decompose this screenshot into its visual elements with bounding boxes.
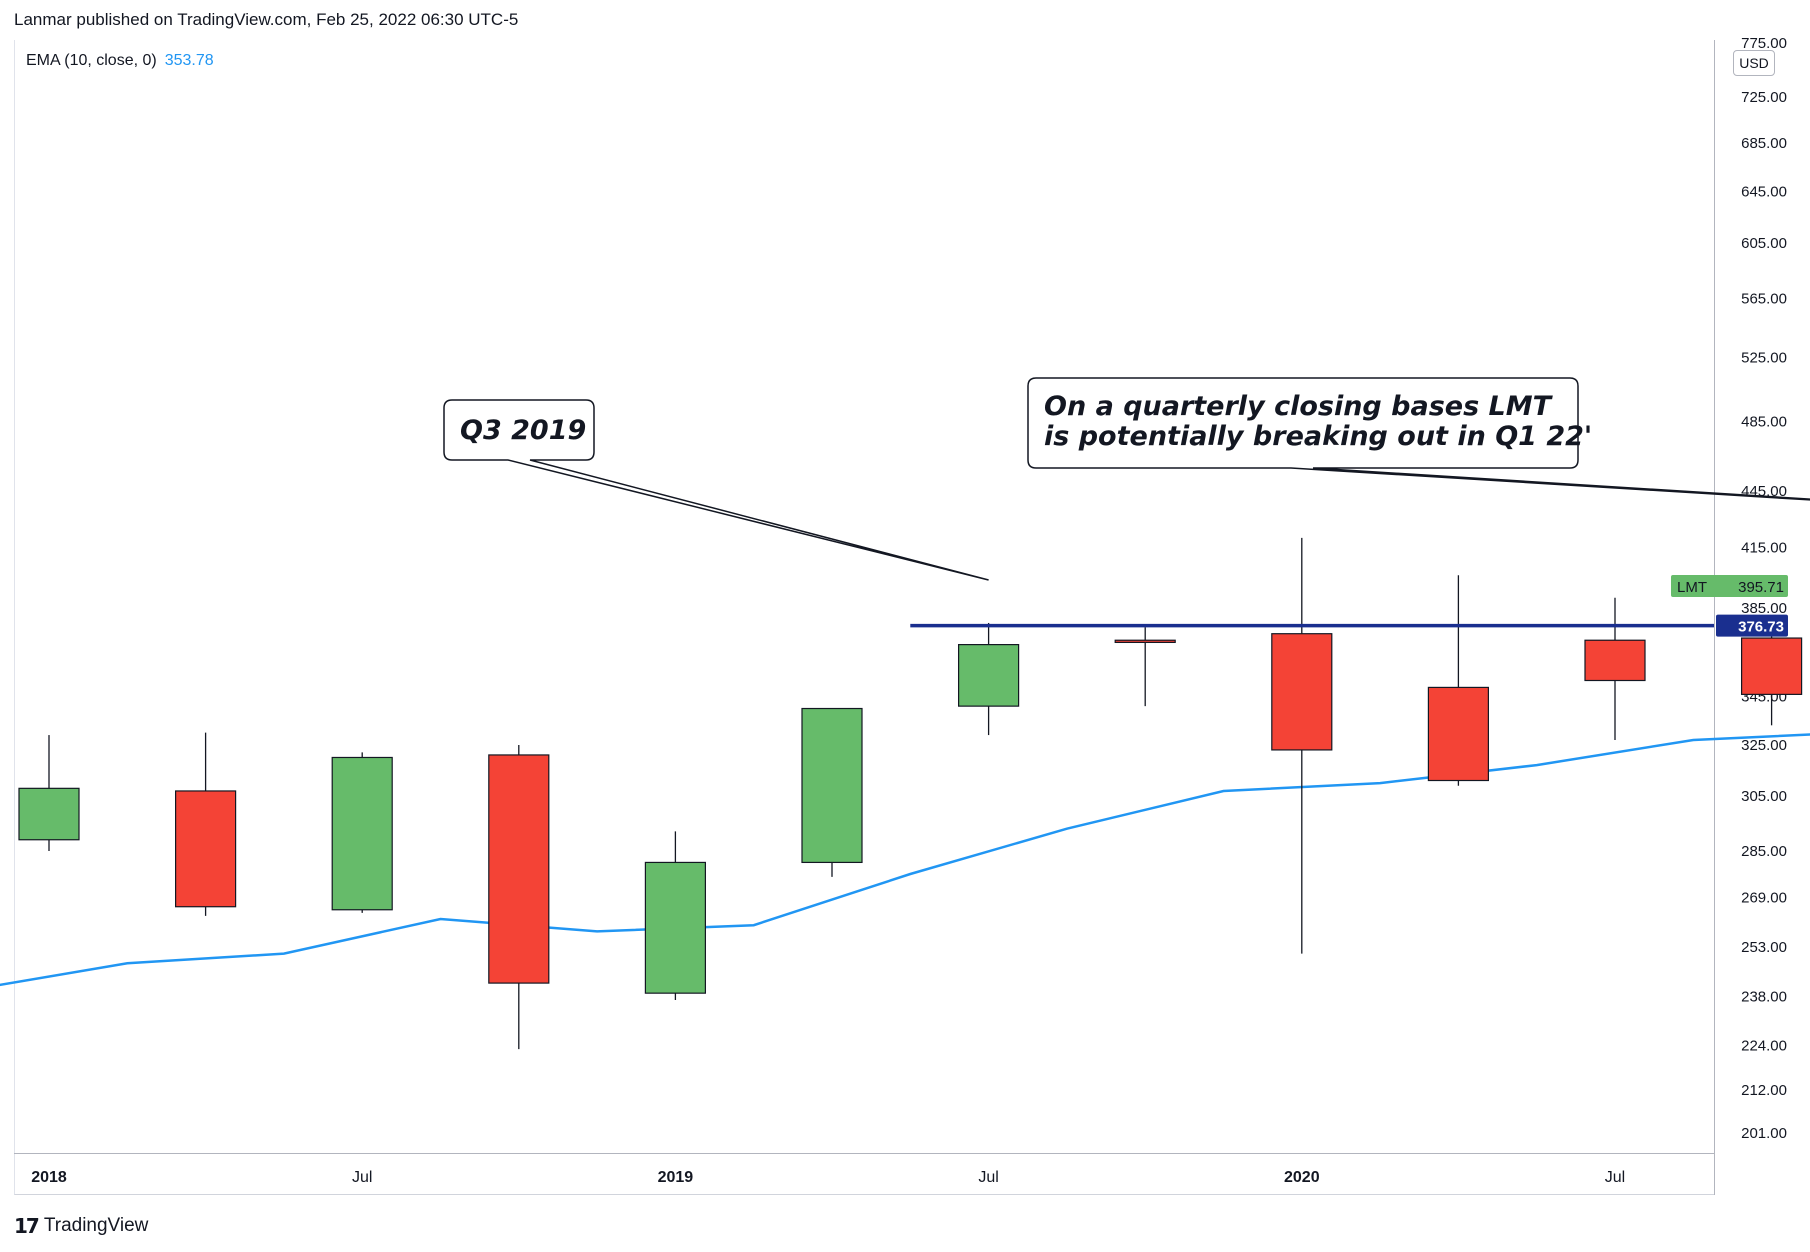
price-tick-label: 415.00 — [1741, 540, 1787, 557]
level-price-tag — [1716, 614, 1788, 637]
price-tick-label: 385.00 — [1741, 600, 1787, 617]
candle-up — [331, 756, 393, 911]
candle-up — [957, 644, 1020, 707]
time-tick-label: 2018 — [31, 1169, 67, 1186]
candle-down — [1584, 639, 1646, 682]
candle-down — [1271, 633, 1333, 751]
price-tick-label: 485.00 — [1741, 414, 1787, 431]
candle-up — [644, 861, 707, 994]
price-axis-divider — [1714, 40, 1715, 1195]
last-price-value: 395.71 — [1738, 579, 1784, 596]
price-tick-label: 565.00 — [1741, 290, 1787, 307]
last-price-tag — [1671, 574, 1788, 597]
price-tick-label: 725.00 — [1741, 89, 1787, 106]
callout-q3-2019-text: Q3 2019 — [460, 415, 586, 446]
price-tick-label: 645.00 — [1741, 183, 1787, 200]
price-tick-label: 685.00 — [1741, 135, 1787, 152]
time-tick-label: Jul — [352, 1169, 372, 1186]
candle-down — [488, 754, 550, 984]
last-price-symbol: LMT — [1677, 579, 1707, 596]
ema-legend-label: EMA (10, close, 0) — [26, 52, 157, 69]
time-tick-label: 2019 — [658, 1169, 694, 1186]
candle-down — [1427, 686, 1490, 782]
candle-down — [1114, 639, 1176, 644]
tradingview-logo-icon: 17 — [14, 1214, 40, 1238]
time-axis-divider — [14, 1153, 1714, 1154]
ema-legend-value: 353.78 — [164, 52, 214, 69]
price-tick-label: 775.00 — [1741, 35, 1787, 52]
callout-breakout-text: is potentially breaking out in Q1 22' — [1044, 421, 1592, 452]
callout-breakout-text: On a quarterly closing bases LMT — [1044, 391, 1554, 422]
candle-down — [175, 790, 237, 908]
candle-up — [18, 787, 80, 841]
price-tick-label: 224.00 — [1741, 1038, 1787, 1055]
price-tick-label: 253.00 — [1741, 939, 1787, 956]
price-tick-label: 269.00 — [1741, 890, 1787, 907]
price-tick-label: 212.00 — [1741, 1082, 1787, 1099]
price-tick-label: 201.00 — [1741, 1125, 1787, 1142]
price-tick-label: 525.00 — [1741, 350, 1787, 367]
price-tick-label: 238.00 — [1741, 989, 1787, 1006]
level-price-text: 376.73 — [1738, 619, 1784, 636]
callout-breakout — [1027, 377, 1810, 501]
time-tick-label: Jul — [1605, 1169, 1625, 1186]
time-tick-label: Jul — [978, 1169, 998, 1186]
callout-q3-2019 — [443, 399, 989, 581]
ema-legend[interactable]: EMA (10, close, 0) 353.78 — [26, 52, 214, 70]
time-tick-label: 2020 — [1284, 1169, 1320, 1186]
currency-badge[interactable]: USD — [1733, 50, 1775, 76]
ema-line — [0, 733, 1810, 987]
footer-brand-label: TradingView — [43, 1215, 149, 1236]
candle-down — [1740, 637, 1803, 695]
publisher-header: Lanmar published on TradingView.com, Feb… — [14, 10, 519, 29]
price-tick-label: 605.00 — [1741, 235, 1787, 252]
footer-brand[interactable]: 17 TradingView — [14, 1214, 148, 1238]
candle-up — [801, 707, 863, 864]
price-tick-label: 325.00 — [1741, 737, 1787, 754]
price-tick-label: 285.00 — [1741, 843, 1787, 860]
chart-pane[interactable] — [14, 40, 1714, 1195]
price-tick-label: 305.00 — [1741, 788, 1787, 805]
